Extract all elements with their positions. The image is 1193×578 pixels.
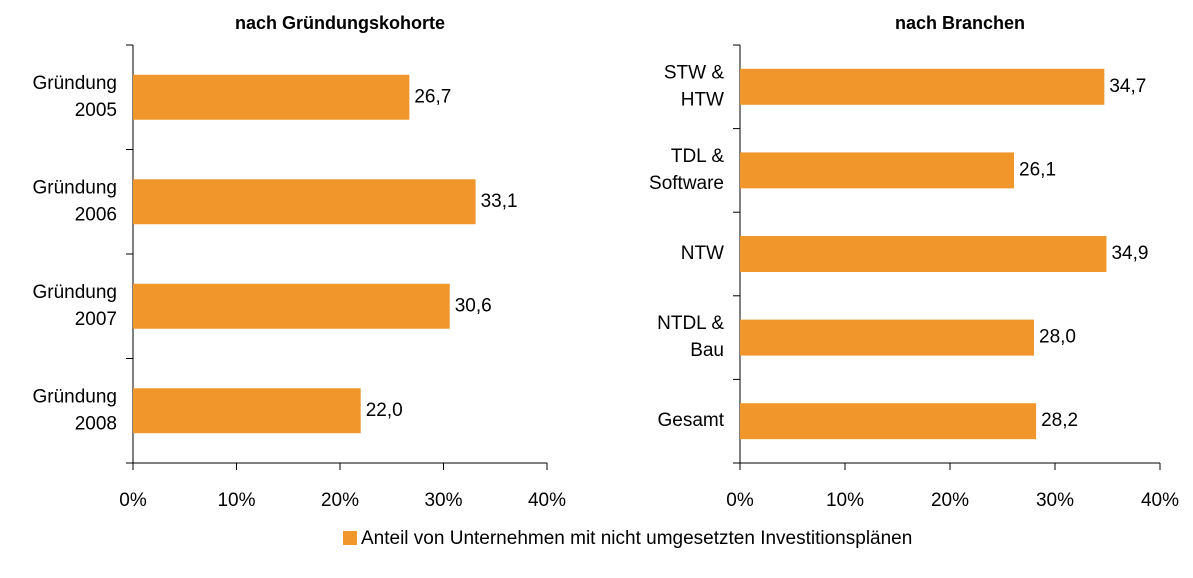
y-tick-label: Gesamt — [657, 410, 724, 431]
bar — [133, 74, 410, 120]
value-label: 30,6 — [455, 295, 492, 316]
x-tick-label: 30% — [1036, 490, 1074, 511]
x-tick-label: 10% — [217, 490, 255, 511]
y-tick-label: STW & HTW — [664, 62, 724, 110]
y-tick-label: Gründung 2005 — [32, 73, 117, 121]
value-label: 28,0 — [1039, 327, 1076, 348]
x-tick-label: 0% — [119, 490, 147, 511]
y-tick-label: Gründung 2006 — [32, 177, 117, 225]
y-tick-label: Gründung 2007 — [32, 282, 117, 330]
bar — [740, 68, 1105, 105]
y-tick-label: NTDL & Bau — [657, 313, 724, 361]
value-label: 34,7 — [1109, 76, 1146, 97]
y-tick-label: NTW — [681, 243, 724, 264]
x-tick-label: 0% — [726, 490, 754, 511]
chart-title: nach Branchen — [895, 13, 1025, 33]
legend-swatch — [343, 531, 357, 545]
bar — [133, 283, 450, 329]
x-tick-label: 20% — [931, 490, 969, 511]
bar — [740, 319, 1034, 356]
value-label: 33,1 — [481, 191, 518, 212]
bar — [740, 236, 1107, 272]
value-label: 28,2 — [1041, 410, 1078, 431]
x-tick-label: 10% — [826, 490, 864, 511]
bar — [133, 388, 361, 434]
x-tick-label: 30% — [424, 490, 462, 511]
x-tick-label: 40% — [528, 490, 566, 511]
value-label: 26,7 — [414, 86, 451, 107]
value-label: 34,9 — [1111, 243, 1148, 264]
legend-label: Anteil von Unternehmen mit nicht umgeset… — [361, 528, 912, 549]
value-label: 22,0 — [366, 400, 403, 421]
value-label: 26,1 — [1019, 159, 1056, 180]
y-tick-label: TDL & Software — [649, 146, 724, 194]
chart-title: nach Gründungskohorte — [235, 13, 445, 33]
bar — [740, 403, 1037, 440]
y-tick-label: Gründung 2008 — [32, 386, 117, 434]
bar — [133, 179, 476, 225]
bar — [740, 152, 1015, 189]
x-tick-label: 40% — [1141, 490, 1179, 511]
x-tick-label: 20% — [321, 490, 359, 511]
